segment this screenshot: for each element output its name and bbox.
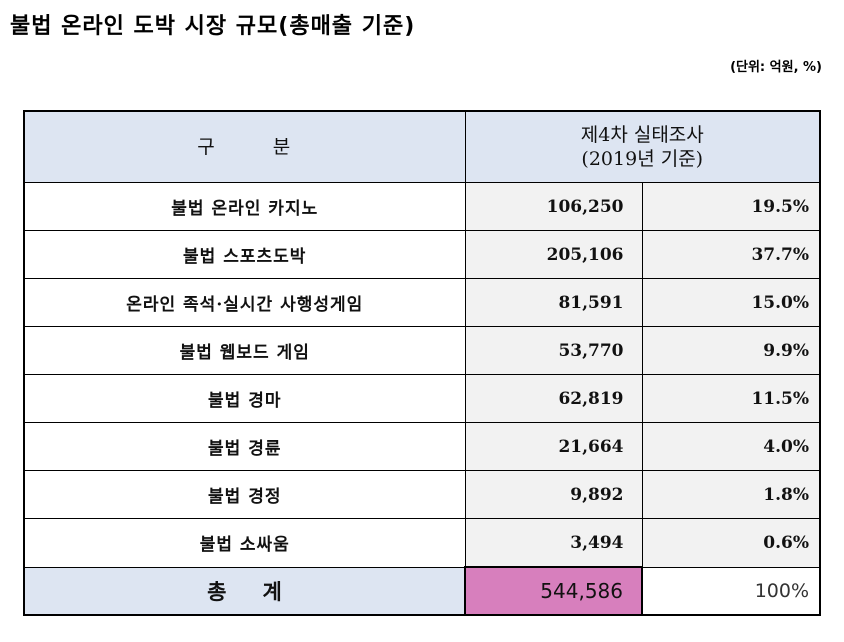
total-percent: 100% xyxy=(641,566,821,616)
row-percent: 1.8% xyxy=(641,470,821,519)
row-category: 불법 웹보드 게임 xyxy=(23,326,466,375)
table-row: 불법 웹보드 게임 53,770 9.9% xyxy=(23,326,821,375)
total-value: 544,586 xyxy=(464,566,643,616)
unit-note: (단위: 억원, %) xyxy=(730,60,822,75)
row-percent: 19.5% xyxy=(641,182,821,231)
header-category-b: 분 xyxy=(272,136,293,158)
row-value: 9,892 xyxy=(464,470,643,519)
table-row: 불법 소싸움 3,494 0.6% xyxy=(23,518,821,568)
row-percent: 9.9% xyxy=(641,326,821,375)
row-value: 3,494 xyxy=(464,518,643,568)
row-value: 53,770 xyxy=(464,326,643,375)
row-percent: 11.5% xyxy=(641,374,821,423)
row-value: 205,106 xyxy=(464,230,643,279)
row-value: 106,250 xyxy=(464,182,643,231)
total-label-b: 계 xyxy=(262,578,282,604)
row-percent: 37.7% xyxy=(641,230,821,279)
row-category: 불법 경륜 xyxy=(23,422,466,471)
table-row: 불법 경정 9,892 1.8% xyxy=(23,470,821,519)
table-row: 불법 온라인 카지노 106,250 19.5% xyxy=(23,182,821,231)
table-row: 온라인 족석·실시간 사행성게임 81,591 15.0% xyxy=(23,278,821,327)
row-value: 81,591 xyxy=(464,278,643,327)
table-row: 불법 경륜 21,664 4.0% xyxy=(23,422,821,471)
row-category: 불법 경정 xyxy=(23,470,466,519)
total-label-a: 총 xyxy=(207,578,227,604)
row-category: 불법 소싸움 xyxy=(23,518,466,568)
header-category-a: 구 xyxy=(197,136,217,158)
row-category: 불법 스포츠도박 xyxy=(23,230,466,279)
row-percent: 4.0% xyxy=(641,422,821,471)
row-category: 온라인 족석·실시간 사행성게임 xyxy=(23,278,466,327)
header-survey-line1: 제4차 실태조사 xyxy=(580,124,704,146)
header-survey-line2: (2019년 기준) xyxy=(581,148,704,170)
row-category: 불법 경마 xyxy=(23,374,466,423)
row-value: 21,664 xyxy=(464,422,643,471)
row-percent: 0.6% xyxy=(641,518,821,568)
row-category: 불법 온라인 카지노 xyxy=(23,182,466,231)
row-value: 62,819 xyxy=(464,374,643,423)
table-row: 불법 스포츠도박 205,106 37.7% xyxy=(23,230,821,279)
page-title: 불법 온라인 도박 시장 규모(총매출 기준) xyxy=(10,14,416,39)
table-row: 불법 경마 62,819 11.5% xyxy=(23,374,821,423)
row-percent: 15.0% xyxy=(641,278,821,327)
header-survey: 제4차 실태조사 (2019년 기준) xyxy=(464,110,821,183)
